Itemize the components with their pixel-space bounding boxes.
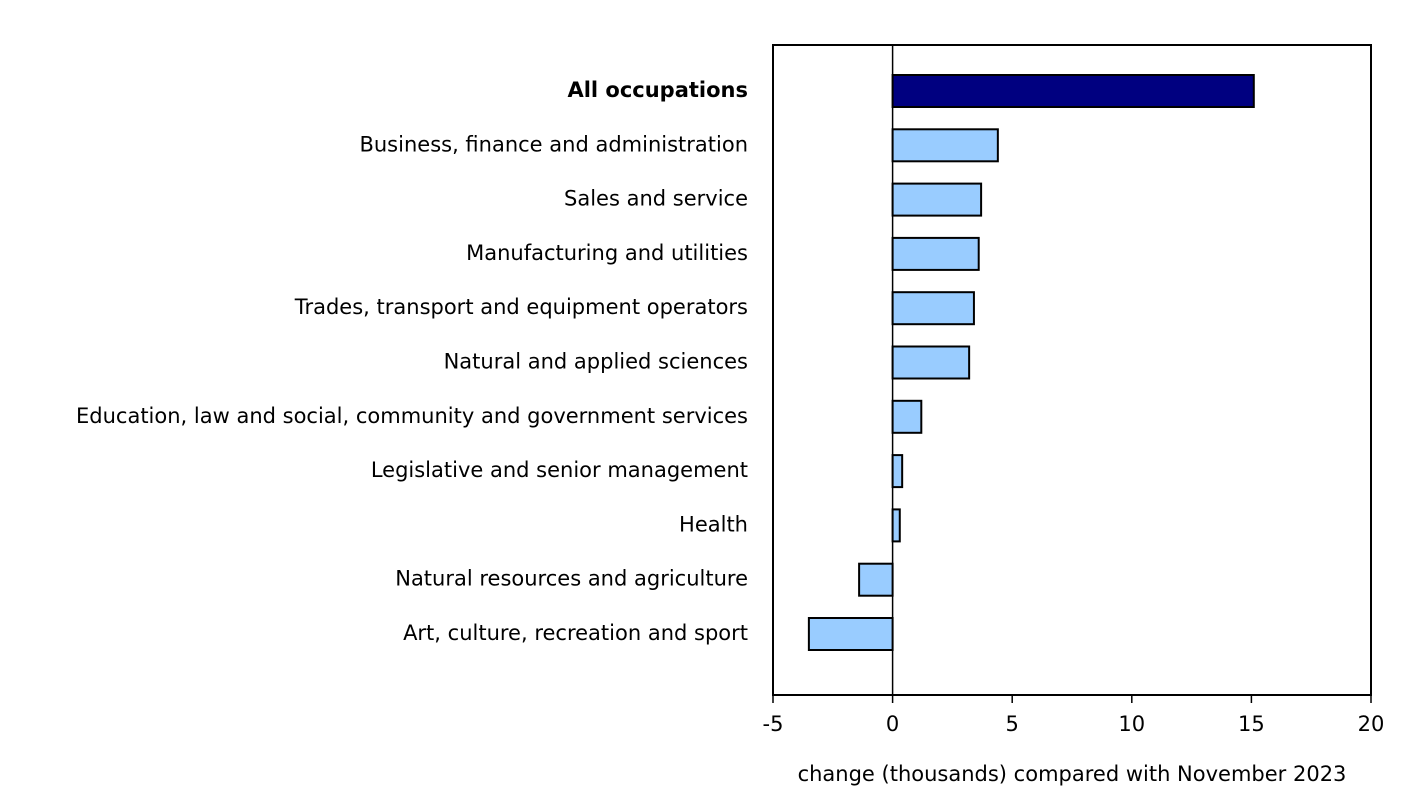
bar: [891, 345, 971, 380]
bar: [891, 399, 923, 434]
bar: [891, 128, 999, 163]
y-tick-label: Health: [679, 512, 748, 536]
y-tick-label: Natural and applied sciences: [444, 350, 748, 374]
y-tick-label: All occupations: [567, 78, 748, 102]
bar: [891, 182, 983, 217]
x-tick-label: 20: [1358, 712, 1385, 736]
bar: [891, 508, 901, 543]
y-tick-label: Natural resources and agriculture: [395, 567, 748, 591]
y-tick-label: Education, law and social, community and…: [76, 404, 748, 428]
x-tick-label: 10: [1118, 712, 1145, 736]
y-tick-label: Legislative and senior management: [371, 458, 748, 482]
y-tick-label: Business, finance and administration: [359, 132, 748, 156]
y-tick-label: Sales and service: [564, 187, 748, 211]
x-axis-title: change (thousands) compared with Novembe…: [798, 762, 1347, 786]
bar: [807, 617, 894, 651]
bar: [891, 74, 1255, 108]
y-tick-label: Art, culture, recreation and sport: [403, 621, 748, 645]
bar: [858, 562, 894, 597]
bar: [891, 454, 904, 489]
y-tick-label: Manufacturing and utilities: [466, 241, 748, 265]
bar: [891, 236, 980, 271]
x-tick-label: 15: [1238, 712, 1265, 736]
x-tick-label: -5: [763, 712, 784, 736]
y-tick-label: Trades, transport and equipment operator…: [294, 295, 748, 319]
x-tick-label: 5: [1006, 712, 1019, 736]
x-tick-label: 0: [886, 712, 899, 736]
plot-frame: [772, 44, 1372, 696]
bar: [891, 291, 975, 326]
